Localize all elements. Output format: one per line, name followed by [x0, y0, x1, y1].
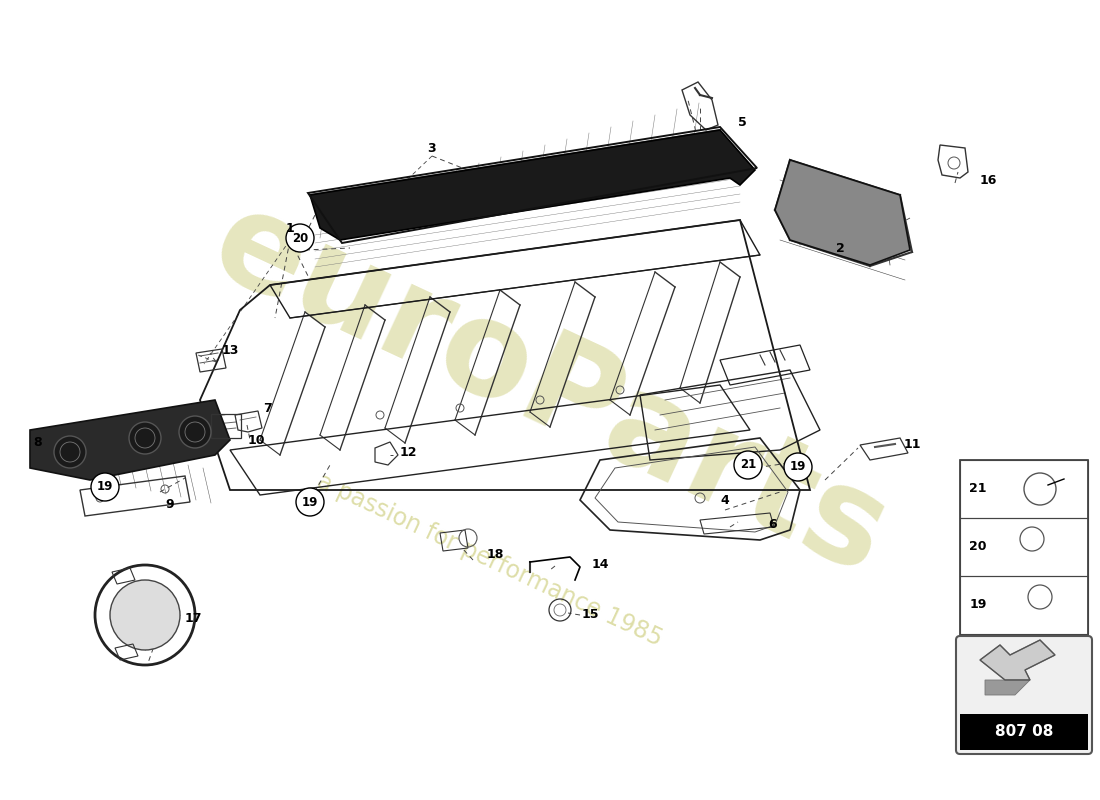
Circle shape — [784, 453, 812, 481]
Polygon shape — [310, 130, 755, 240]
Text: 19: 19 — [301, 495, 318, 509]
Polygon shape — [776, 160, 910, 265]
Text: 11: 11 — [903, 438, 921, 451]
Text: 19: 19 — [790, 461, 806, 474]
Text: 14: 14 — [592, 558, 608, 571]
Text: 4: 4 — [720, 494, 729, 506]
Text: a passion for performance 1985: a passion for performance 1985 — [314, 469, 667, 651]
Text: 12: 12 — [399, 446, 417, 459]
Text: 8: 8 — [34, 437, 42, 450]
Text: 21: 21 — [740, 458, 756, 471]
Circle shape — [179, 416, 211, 448]
FancyBboxPatch shape — [956, 636, 1092, 754]
Circle shape — [91, 473, 119, 501]
Circle shape — [54, 436, 86, 468]
Text: 2: 2 — [836, 242, 845, 254]
Circle shape — [129, 422, 161, 454]
Text: euroParts: euroParts — [194, 178, 906, 602]
Polygon shape — [30, 400, 230, 480]
Text: 6: 6 — [769, 518, 778, 531]
Text: 18: 18 — [486, 549, 504, 562]
Circle shape — [286, 224, 313, 252]
Text: 19: 19 — [969, 598, 987, 611]
FancyBboxPatch shape — [960, 460, 1088, 635]
Text: 9: 9 — [166, 498, 174, 511]
Polygon shape — [980, 640, 1055, 680]
Circle shape — [734, 451, 762, 479]
Text: 19: 19 — [97, 481, 113, 494]
Text: 21: 21 — [969, 482, 987, 495]
Text: 20: 20 — [292, 231, 308, 245]
Text: 807 08: 807 08 — [994, 725, 1053, 739]
Text: 17: 17 — [185, 611, 201, 625]
Text: 15: 15 — [581, 609, 598, 622]
Text: 10: 10 — [248, 434, 265, 446]
Text: 20: 20 — [969, 541, 987, 554]
Ellipse shape — [110, 580, 180, 650]
Polygon shape — [984, 680, 1030, 695]
Text: 16: 16 — [979, 174, 997, 186]
Circle shape — [296, 488, 324, 516]
Text: 7: 7 — [264, 402, 273, 414]
FancyBboxPatch shape — [960, 714, 1088, 750]
Text: 1: 1 — [286, 222, 295, 234]
Text: 5: 5 — [738, 115, 747, 129]
Text: 3: 3 — [428, 142, 437, 154]
Text: 13: 13 — [221, 343, 239, 357]
